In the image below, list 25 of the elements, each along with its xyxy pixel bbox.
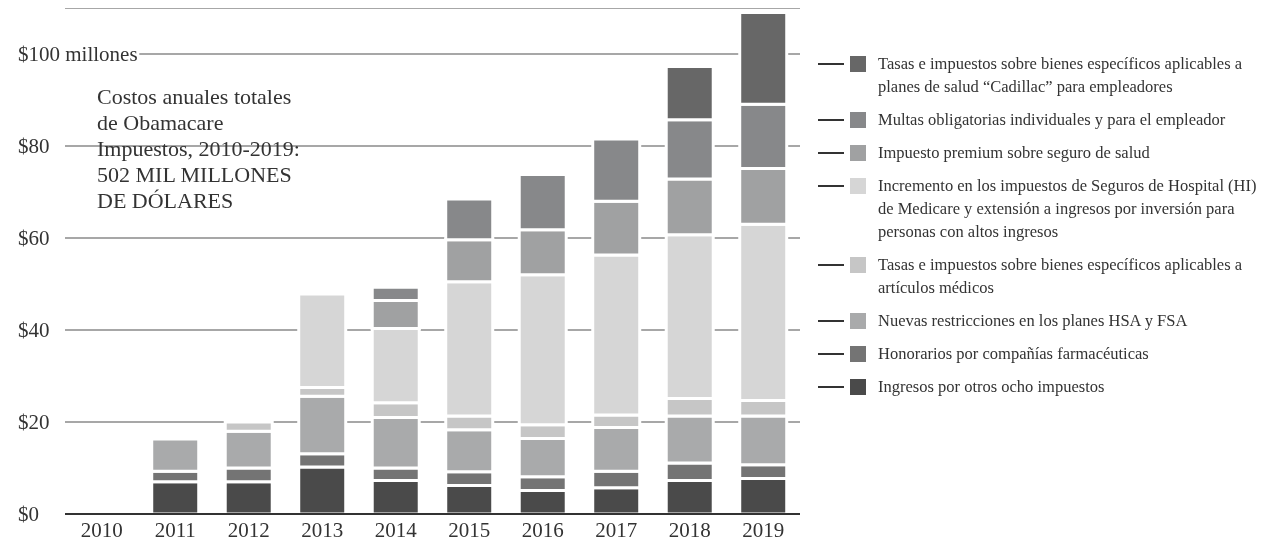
legend-label: Ingresos por otros ocho impuestos — [878, 376, 1106, 398]
y-tick-label: $100 millones — [18, 42, 138, 66]
x-tick-label: 2016 — [521, 517, 564, 542]
x-tick-label: 2015 — [448, 517, 491, 542]
y-tick-label: $80 — [18, 134, 50, 158]
x-tick-label: 2010 — [80, 517, 123, 542]
y-tick-label: $0 — [18, 502, 39, 526]
y-tick-label: $20 — [18, 410, 50, 434]
x-tick-label: 2014 — [374, 517, 418, 542]
x-tick-label: 2013 — [301, 517, 344, 542]
legend-label: Honorarios por compañías farmacéuticas — [878, 343, 1150, 365]
x-tick-label: 2011 — [154, 517, 196, 542]
x-tick-label: 2019 — [742, 517, 785, 542]
text: Costos anuales totales de Obamacare Impuestos, 2010-2019: 502 MIL MILLONES DE DÓLARES — [97, 84, 300, 214]
legend-label: Nuevas restricciones en los planes HSA y FSA — [878, 310, 1189, 332]
x-tick-label: 2012 — [227, 517, 270, 542]
x-tick-label: 2017 — [595, 517, 638, 542]
legend-label: Multas obligatorias individuales y para el empleador — [878, 109, 1227, 131]
y-tick-label: $40 — [18, 318, 50, 342]
y-tick-label: $60 — [18, 226, 50, 250]
legend-label: Impuesto premium sobre seguro de salud — [878, 142, 1151, 164]
legend-label: Tasas e impuestos sobre bienes específicos aplicables a artículos médicos — [878, 254, 1243, 299]
x-tick-label: 2018 — [668, 517, 711, 542]
legend-label: Incremento en los impuestos de Seguros de Hospital (HI) de Medicare y extensión a ingresos por inversión para personas con altos ingresos — [878, 175, 1258, 243]
legend-label: Tasas e impuestos sobre bienes específicos aplicables a planes de salud “Cadillac” para empleadores — [878, 53, 1243, 98]
